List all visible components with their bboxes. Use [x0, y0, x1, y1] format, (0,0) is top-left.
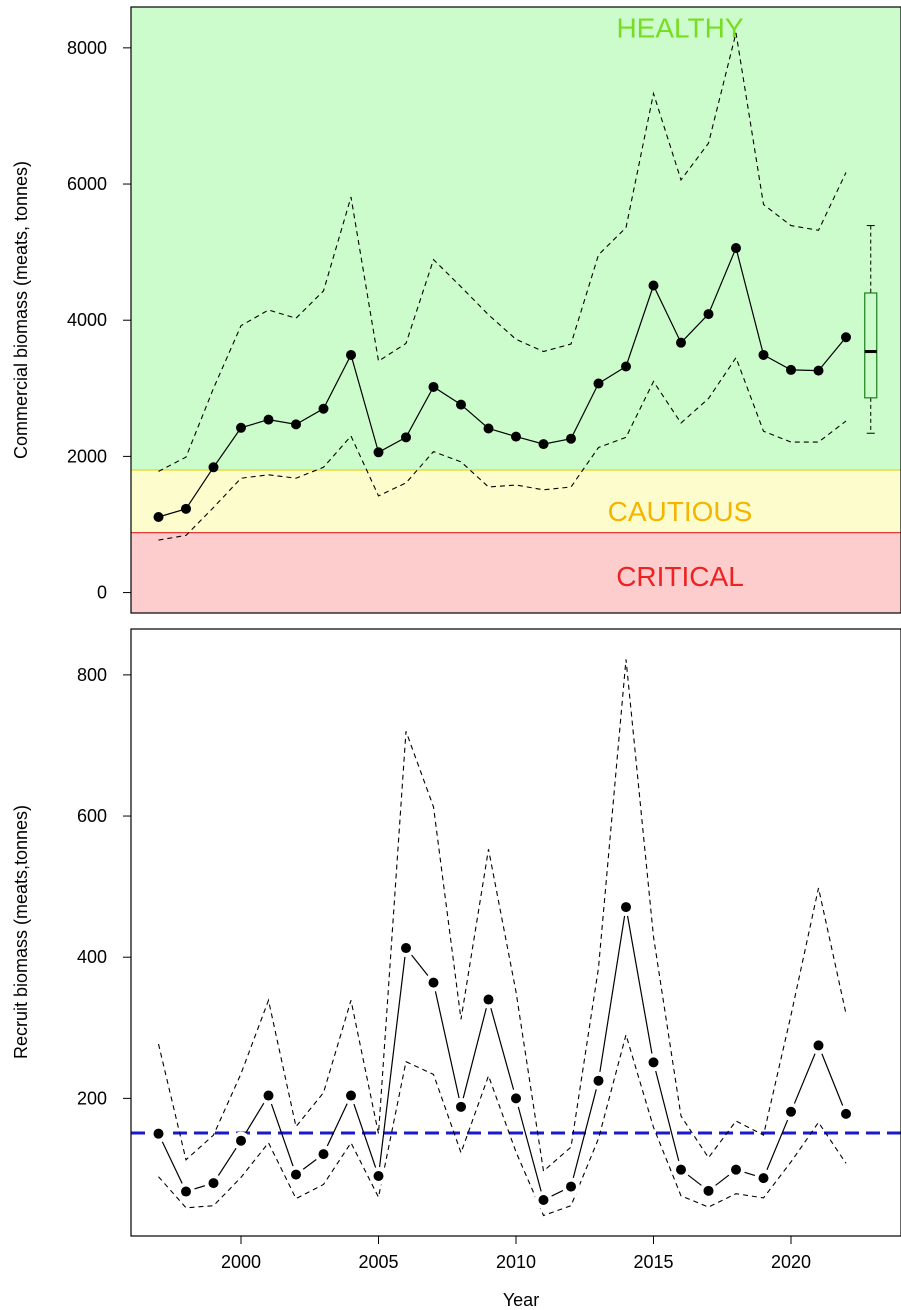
commercial-point	[538, 439, 549, 450]
x-tick-label: 2015	[633, 1252, 673, 1272]
recruit-point	[428, 977, 439, 988]
commercial-point	[428, 381, 439, 392]
critical-zone	[131, 532, 901, 613]
recruit-point	[318, 1149, 329, 1160]
commercial-point	[456, 399, 466, 410]
commercial-point	[648, 280, 659, 291]
recruit-y-axis-label: Recruit biomass (meats,tonnes)	[11, 805, 31, 1059]
recruit-point	[703, 1185, 714, 1196]
commercial-point	[401, 432, 411, 443]
commercial-lower-bound-line	[158, 356, 847, 541]
x-tick-label: 2000	[221, 1252, 261, 1272]
recruit-estimate-line	[157, 906, 847, 1201]
commercial-point	[813, 365, 824, 376]
commercial-point	[483, 423, 494, 434]
recruit-y-tick-label: 200	[77, 1088, 107, 1108]
boxplot-box	[864, 292, 878, 399]
commercial-point	[703, 309, 714, 320]
commercial-y-tick-label: 8000	[67, 38, 107, 58]
recruit-point	[676, 1164, 686, 1175]
recruit-point	[291, 1169, 301, 1180]
recruit-point	[401, 943, 411, 954]
cautious-zone	[131, 470, 901, 533]
x-tick-label: 2010	[496, 1252, 536, 1272]
recruit-point	[538, 1195, 549, 1206]
commercial-point	[621, 361, 631, 372]
recruit-point	[208, 1178, 219, 1189]
commercial-point	[676, 337, 686, 348]
recruit-upper-bound-line	[157, 659, 847, 1173]
recruit-y-tick-label: 600	[77, 806, 107, 826]
x-axis-label: Year	[503, 1290, 539, 1310]
commercial-point	[318, 403, 329, 414]
commercial-biomass-panel: HEALTHY CAUTIOUS CRITICAL 0 2000 4000 6000 8000	[67, 6, 901, 614]
recruit-point	[181, 1186, 191, 1197]
critical-zone-label: CRITICAL	[616, 561, 744, 592]
recruit-point	[841, 1108, 851, 1119]
commercial-y-tick-label: 0	[97, 583, 107, 603]
commercial-point	[593, 378, 604, 389]
x-tick-label: 2020	[771, 1252, 811, 1272]
healthy-zone-label: HEALTHY	[616, 13, 743, 44]
healthy-zone	[131, 7, 901, 471]
recruit-lower-bound-line	[158, 1032, 847, 1217]
commercial-point	[181, 503, 191, 514]
recruit-point	[153, 1128, 164, 1139]
recruit-point	[483, 994, 494, 1005]
commercial-upper-bound-line	[158, 32, 847, 472]
commercial-point	[346, 349, 356, 360]
commercial-y-tick-label: 2000	[67, 446, 107, 466]
commercial-point	[566, 433, 576, 444]
commercial-point	[153, 511, 164, 522]
commercial-point	[731, 243, 741, 254]
recruit-point	[263, 1090, 274, 1101]
recruit-point	[648, 1057, 659, 1068]
recruit-point	[511, 1093, 521, 1104]
recruit-point	[456, 1101, 466, 1112]
recruit-point	[236, 1135, 246, 1146]
commercial-plot-frame	[130, 6, 901, 614]
recruit-point	[731, 1164, 741, 1175]
x-tick-label: 2005	[358, 1252, 398, 1272]
recruit-y-tick-label: 400	[77, 947, 107, 967]
commercial-point	[786, 364, 796, 375]
recruit-point	[621, 902, 631, 913]
recruit-y-tick-label: 800	[77, 665, 107, 685]
commercial-y-tick-label: 4000	[67, 310, 107, 330]
recruit-point	[346, 1090, 356, 1101]
commercial-point	[236, 422, 246, 433]
commercial-point	[291, 419, 301, 430]
recruit-point	[593, 1075, 604, 1086]
commercial-point	[263, 414, 274, 425]
commercial-point	[758, 349, 769, 360]
recruit-point	[566, 1181, 576, 1192]
cautious-zone-label: CAUTIOUS	[608, 496, 753, 527]
commercial-y-axis-label: Commercial biomass (meats, tonnes)	[11, 161, 31, 459]
commercial-y-tick-label: 6000	[67, 174, 107, 194]
recruit-point	[786, 1106, 796, 1117]
recruit-point	[758, 1173, 769, 1184]
recruit-point	[813, 1040, 824, 1051]
commercial-point	[208, 462, 219, 473]
recruit-point	[373, 1171, 384, 1182]
commercial-point	[373, 447, 384, 458]
recruit-biomass-panel: 200 400 600 800 2000 2005 2010 2015 2020	[77, 628, 901, 1272]
commercial-point	[511, 431, 521, 442]
commercial-point	[841, 332, 851, 343]
